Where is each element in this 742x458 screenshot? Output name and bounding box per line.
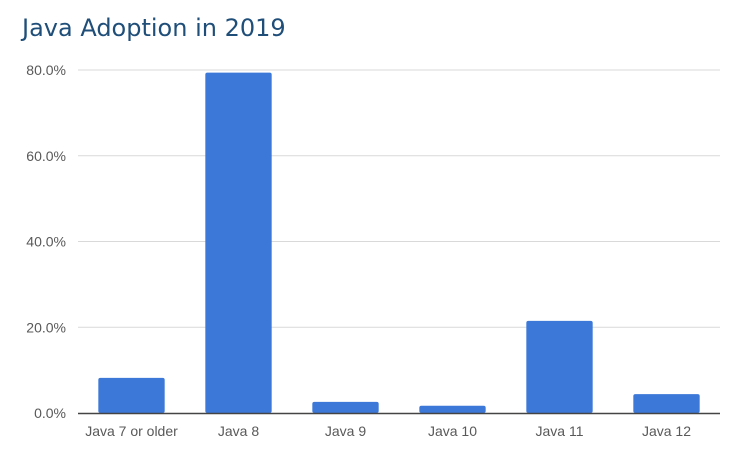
- chart-title: Java Adoption in 2019: [22, 14, 286, 42]
- bar: [312, 401, 379, 413]
- x-tick-label: Java 8: [218, 423, 259, 439]
- y-tick-label: 80.0%: [26, 62, 66, 78]
- bar: [633, 394, 700, 413]
- x-tick-label: Java 11: [536, 423, 584, 439]
- x-axis-ticks: Java 7 or older Java 8 Java 9 Java 10 Java 1…: [85, 423, 691, 439]
- x-tick-label: Java 12: [642, 423, 691, 439]
- bars: [98, 72, 700, 413]
- bar: [526, 320, 593, 413]
- y-tick-label: 0.0%: [34, 405, 66, 421]
- bar: [419, 405, 486, 413]
- y-tick-label: 60.0%: [26, 148, 66, 164]
- x-tick-label: Java 10: [428, 423, 477, 439]
- y-tick-label: 40.0%: [26, 234, 66, 250]
- x-tick-label: Java 9: [325, 423, 366, 439]
- y-tick-label: 20.0%: [26, 319, 66, 335]
- bar: [205, 72, 272, 413]
- gridlines: [78, 69, 720, 328]
- bar: [98, 377, 165, 413]
- x-tick-label: Java 7 or older: [85, 423, 178, 439]
- y-axis-ticks: 0.0% 20.0% 40.0% 60.0% 80.0%: [26, 62, 66, 421]
